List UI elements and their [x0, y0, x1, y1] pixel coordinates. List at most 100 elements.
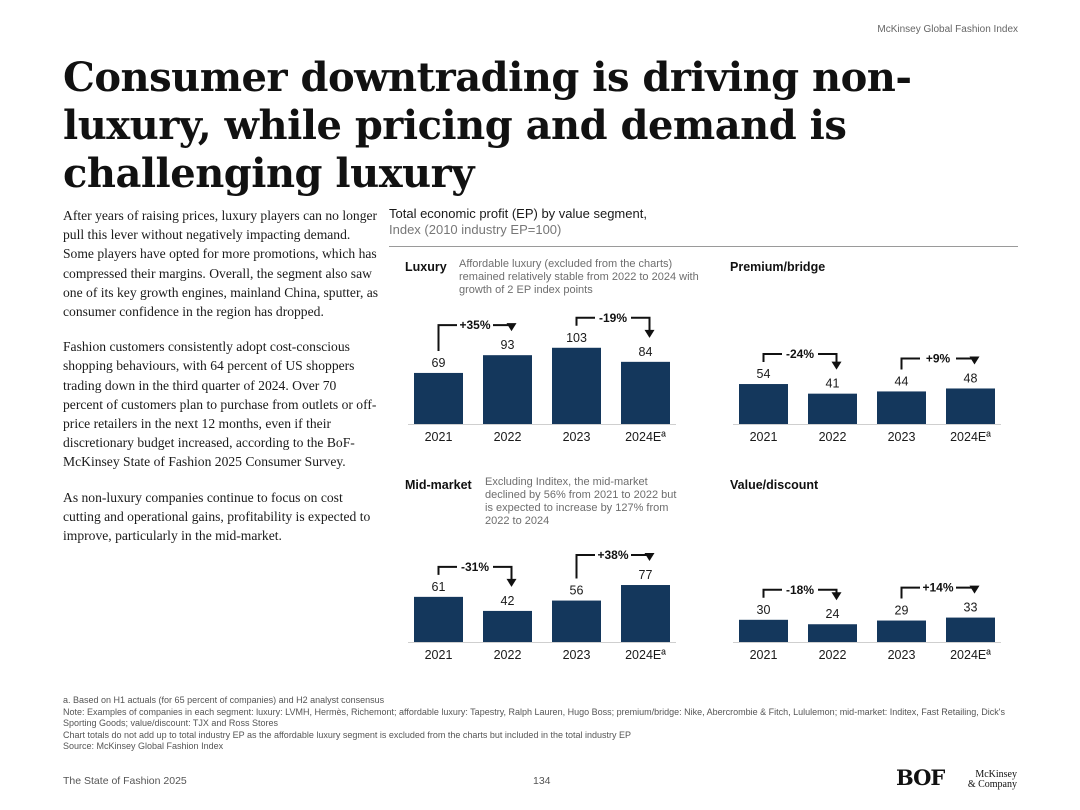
bar-chart-premium-bridge: 54 2021 41 2022 44 2023 48 2024Eª -24% +9% — [733, 346, 1001, 444]
bar — [877, 620, 926, 642]
panel-title: Mid-market — [405, 478, 472, 492]
mckinsey-logo-line2: & Company — [967, 779, 1017, 790]
body-text: After years of raising prices, luxury pl… — [63, 206, 379, 561]
change-label-bg — [457, 317, 493, 334]
mckinsey-logo-line1: McKinsey — [975, 769, 1017, 780]
bar-chart-mid-market: 61 2021 42 2022 56 2023 77 2024Eª -31% +38% — [408, 547, 676, 662]
bof-logo: BOF — [896, 765, 945, 790]
change-arrowhead — [644, 329, 655, 338]
change-arrowhead — [969, 585, 980, 594]
change-label-bg — [782, 346, 818, 363]
data-label: 41 — [826, 377, 840, 391]
panel-note: Excluding Inditex, the mid-market declin… — [485, 476, 677, 527]
bar — [808, 624, 857, 642]
page-title: Consumer downtrading is driving non-luxu… — [63, 54, 912, 197]
bar-chart-value-discount: 30 2021 24 2022 29 2023 33 2024Eª -18% +14% — [733, 579, 1001, 662]
x-tick-label: 2023 — [563, 648, 591, 662]
footnote: a. Based on H1 actuals (for 65 percent o… — [63, 695, 385, 705]
bar — [414, 596, 463, 642]
body-paragraph: Fashion customers consistently adopt cos… — [63, 339, 377, 470]
data-label: 44 — [895, 374, 909, 388]
x-tick-label: 2021 — [425, 430, 453, 444]
bar — [483, 355, 532, 424]
bar — [946, 388, 995, 424]
change-label-bg — [920, 579, 956, 596]
index-label: McKinsey Global Fashion Index — [877, 24, 1018, 35]
bar — [621, 585, 670, 642]
footnotes: a. Based on H1 actuals (for 65 percent o… — [63, 695, 1023, 753]
chart-panel-mid-market: Mid-market Excluding Inditex, the mid-ma… — [389, 466, 679, 681]
x-tick-label: 2024Eª — [625, 648, 666, 662]
x-tick-label: 2021 — [750, 430, 778, 444]
chart-divider — [389, 246, 1018, 247]
change-arrowhead — [506, 578, 517, 587]
data-label: 48 — [964, 371, 978, 385]
panel-title: Premium/bridge — [730, 260, 826, 274]
bar — [739, 619, 788, 642]
x-tick-label: 2023 — [888, 648, 916, 662]
x-tick-label: 2024Eª — [950, 648, 991, 662]
x-tick-label: 2022 — [819, 648, 847, 662]
data-label: 84 — [639, 345, 653, 359]
data-label: 29 — [895, 604, 909, 618]
body-paragraph: After years of raising prices, luxury pl… — [63, 208, 379, 320]
data-label: 33 — [964, 601, 978, 615]
change-label-bg — [782, 581, 818, 598]
change-label: +38% — [597, 548, 628, 562]
chart-panel-luxury: Luxury Affordable luxury (excluded from … — [389, 248, 699, 463]
x-tick-label: 2023 — [888, 430, 916, 444]
bar-chart-luxury: 69 2021 93 2022 103 2023 84 2024Eª +35% -19% — [408, 309, 676, 444]
change-label: -24% — [786, 347, 814, 361]
change-arrowhead — [969, 356, 980, 365]
footer-publication: The State of Fashion 2025 — [63, 775, 187, 787]
x-tick-label: 2024Eª — [625, 430, 666, 444]
change-label: +35% — [459, 318, 490, 332]
x-tick-label: 2021 — [425, 648, 453, 662]
bar — [946, 617, 995, 642]
x-tick-label: 2024Eª — [950, 430, 991, 444]
footnote: Note: Examples of companies in each segm… — [63, 706, 1005, 729]
change-label: -19% — [599, 311, 627, 325]
chart-header-title: Total economic profit (EP) by value segm… — [389, 206, 647, 221]
data-label: 54 — [757, 367, 771, 381]
bar — [414, 372, 463, 424]
page-number: 134 — [533, 775, 551, 787]
panel-note: Affordable luxury (excluded from the cha… — [459, 258, 699, 296]
chart-header: Total economic profit (EP) by value segm… — [389, 206, 1019, 238]
panel-title: Luxury — [405, 260, 447, 274]
bar — [739, 384, 788, 424]
data-label: 93 — [501, 338, 515, 352]
change-arrowhead — [831, 361, 842, 370]
data-label: 24 — [826, 607, 840, 621]
x-tick-label: 2022 — [494, 648, 522, 662]
data-label: 56 — [570, 584, 584, 598]
x-tick-label: 2022 — [494, 430, 522, 444]
mckinsey-logo: McKinsey & Company — [955, 770, 1017, 790]
data-label: 42 — [501, 594, 515, 608]
change-arrowhead — [644, 553, 655, 562]
change-label: -31% — [461, 560, 489, 574]
change-label-bg — [595, 547, 631, 564]
footnote: Chart totals do not add up to total indu… — [63, 729, 631, 740]
chart-panel-value-discount: Value/discount 30 2021 24 2022 29 2023 33 2024E… — [714, 466, 1004, 681]
footnote: Source: McKinsey Global Fashion Index — [63, 741, 224, 751]
bar — [877, 391, 926, 424]
body-paragraph: As non-luxury companies continue to focu… — [63, 489, 371, 544]
bar — [483, 610, 532, 642]
chart-header-subtitle: Index (2010 industry EP=100) — [389, 222, 562, 237]
panel-title: Value/discount — [730, 478, 819, 492]
data-label: 61 — [432, 580, 446, 594]
chart-panel-premium-bridge: Premium/bridge 54 2021 41 2022 44 2023 48 2024E… — [714, 248, 1004, 463]
data-label: 69 — [432, 356, 446, 370]
change-arrowhead — [831, 592, 842, 601]
data-label: 77 — [639, 568, 653, 582]
data-label: 103 — [566, 331, 587, 345]
change-label-bg — [595, 309, 631, 326]
x-tick-label: 2023 — [563, 430, 591, 444]
change-label: +14% — [922, 581, 953, 595]
change-label: -18% — [786, 583, 814, 597]
bar — [552, 347, 601, 424]
x-tick-label: 2022 — [819, 430, 847, 444]
change-label-bg — [457, 558, 493, 575]
change-arrowhead — [506, 323, 517, 332]
